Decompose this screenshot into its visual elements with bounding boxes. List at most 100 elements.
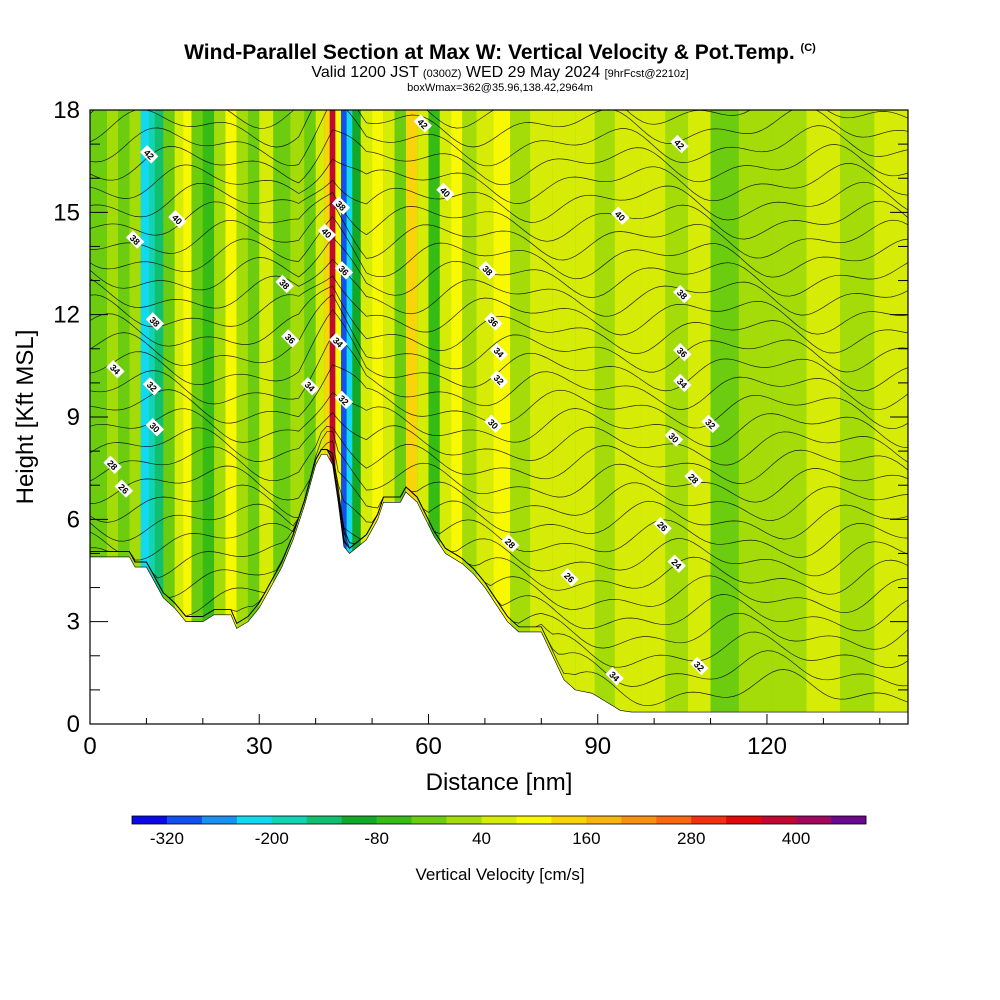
theta-label-bg: [436, 182, 455, 202]
y-tick-label: 0: [67, 711, 80, 738]
colorbar-tick-label: 160: [572, 829, 600, 848]
theta-contour: [90, 334, 908, 411]
velocity-column: [710, 110, 739, 724]
velocity-column: [372, 110, 384, 724]
x-tick-label: 90: [584, 733, 611, 760]
theta-label-bg: [125, 230, 145, 249]
velocity-column: [476, 110, 494, 724]
colorbar-swatch: [726, 816, 762, 824]
valid-date: WED 29 May 2024: [465, 64, 601, 81]
velocity-column: [304, 110, 316, 724]
theta-contours: [90, 110, 908, 707]
theta-label-bg: [142, 377, 162, 396]
colorbar-swatch: [271, 816, 308, 824]
y-tick-label: 6: [67, 506, 80, 533]
colorbar-tick-label: 40: [472, 829, 491, 848]
velocity-column: [341, 110, 347, 724]
velocity-column: [324, 110, 330, 724]
colorbar-swatch: [132, 816, 168, 824]
x-axis-label: Distance [nm]: [426, 769, 573, 796]
velocity-column: [247, 110, 260, 724]
theta-label-bg: [484, 414, 503, 433]
velocity-column: [687, 110, 711, 724]
valid-utc: (0300Z): [422, 68, 462, 80]
velocity-column: [118, 110, 130, 724]
velocity-column: [163, 110, 175, 724]
theta-contour: [90, 110, 908, 148]
velocity-column: [140, 110, 150, 724]
colorbar-swatch: [656, 816, 692, 824]
theta-contour: [90, 440, 908, 523]
theta-contour: [90, 110, 908, 167]
theta-contour: [90, 201, 908, 261]
theta-label-bg: [501, 534, 520, 553]
theta-label-bg: [489, 343, 509, 362]
velocity-column: [451, 110, 463, 724]
x-tick-label: 0: [83, 733, 96, 760]
theta-label-bg: [140, 145, 159, 164]
velocity-column: [394, 110, 406, 724]
title-main: Wind-Parallel Section at Max W: Vertical…: [184, 41, 795, 64]
theta-label-bg: [334, 390, 354, 410]
colorbar-swatch: [446, 816, 482, 824]
velocity-column: [225, 110, 237, 724]
velocity-column: [346, 110, 353, 724]
velocity-column: [129, 110, 141, 724]
velocity-column: [329, 110, 336, 724]
theta-contour: [90, 294, 908, 373]
theta-contour: [90, 192, 908, 242]
theta-label-bg: [701, 414, 720, 433]
theta-contour: [90, 449, 908, 617]
velocity-column: [149, 110, 155, 724]
theta-label-bg: [281, 329, 300, 348]
theta-label-bg: [168, 210, 187, 229]
velocity-column: [640, 110, 666, 724]
colorbar-swatch: [201, 816, 238, 824]
colorbar-swatch: [621, 816, 657, 824]
theta-contour: [90, 236, 908, 298]
colorbar-swatch: [411, 816, 447, 824]
y-tick-label: 18: [53, 97, 80, 124]
colorbar-swatch: [831, 816, 867, 824]
theta-label-bg: [300, 377, 320, 396]
velocity-column: [575, 110, 595, 724]
velocity-column: [510, 110, 531, 724]
valid-time-line: Valid 1200 JST (0300Z) WED 29 May 2024 […: [0, 65, 1000, 82]
velocity-column: [214, 110, 226, 724]
colorbar-swatch: [306, 816, 343, 824]
y-tick-label: 9: [67, 404, 80, 431]
velocity-column: [315, 110, 325, 724]
colorbar-swatch: [376, 816, 412, 824]
theta-label-bg: [670, 134, 689, 154]
theta-contour: [90, 449, 908, 542]
colorbar-label: Vertical Velocity [cm/s]: [415, 865, 584, 884]
colorbar-swatch: [796, 816, 832, 824]
theta-label-bg: [673, 343, 692, 362]
theta-contour: [90, 129, 908, 186]
velocity-column: [154, 110, 164, 724]
velocity-column: [236, 110, 248, 724]
theta-label-bg: [106, 360, 125, 379]
velocity-column: [738, 110, 773, 724]
y-tick-label: 15: [53, 199, 80, 226]
colorbar-tick-label: 280: [677, 829, 705, 848]
velocity-column: [405, 110, 418, 724]
x-tick-label: 30: [246, 733, 273, 760]
velocity-column: [335, 110, 342, 724]
theta-contour: [90, 158, 908, 204]
theta-label-bg: [690, 656, 709, 676]
theta-label-bg: [145, 418, 165, 437]
theta-label-bg: [484, 312, 503, 331]
x-tick-label: 60: [415, 733, 442, 760]
chart-title: Wind-Parallel Section at Max W: Vertical…: [0, 36, 1000, 65]
axes: 0 30 60 90 120 0 3 6 9 12 15 18: [53, 97, 908, 760]
theta-contour: [90, 258, 908, 317]
colorbar-swatch: [691, 816, 727, 824]
x-tick-label: 120: [747, 733, 787, 760]
theta-label-bg: [673, 373, 692, 393]
terrain-mask: [90, 454, 908, 724]
title-block: Wind-Parallel Section at Max W: Vertical…: [0, 36, 1000, 95]
colorbar-swatch: [236, 816, 273, 824]
colorbar-swatch: [586, 816, 622, 824]
theta-label-bg: [275, 274, 294, 294]
